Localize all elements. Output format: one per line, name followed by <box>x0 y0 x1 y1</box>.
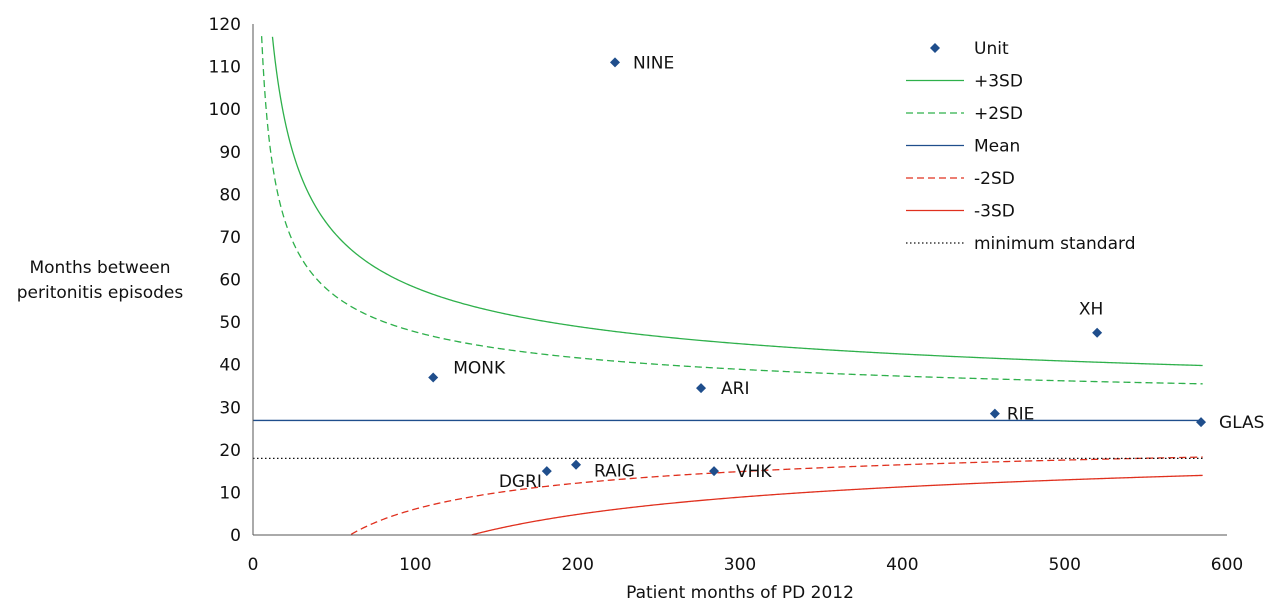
x-tick-label: 300 <box>724 555 756 575</box>
legend-minimum-standard-label: minimum standard <box>974 234 1135 254</box>
plusminus-3sd-line <box>271 36 1203 367</box>
unit-label: RAIG <box>594 462 635 482</box>
y-tick-label: 100 <box>209 100 241 120</box>
unit-point <box>571 459 582 470</box>
legend-minus-2sd-label: -2SD <box>974 169 1015 189</box>
unit-label: RIE <box>1007 405 1035 425</box>
y-tick-label: 10 <box>219 483 241 503</box>
y-tick-label: 50 <box>219 313 241 333</box>
unit-label: NINE <box>633 53 674 73</box>
minus-3sd-line <box>471 474 1203 536</box>
legend-mean-label: Mean <box>974 137 1020 157</box>
legend-plusminus-3sd-label: +3SD <box>974 72 1023 92</box>
legend-minus-3sd-label: -3SD <box>974 202 1015 222</box>
x-tick-label: 0 <box>248 555 259 575</box>
x-tick-labels: 0 100 200 300 400 500 600 <box>248 555 1244 575</box>
unit-point <box>541 466 552 477</box>
y-axis-title-line-2: peritonitis episodes <box>17 283 184 303</box>
legend-unit-label: Unit <box>974 39 1009 59</box>
x-tick-label: 100 <box>399 555 431 575</box>
unit-points: NINE MONK ARI XH RIE GLAS DGRI RAIG VHK <box>428 53 1264 492</box>
unit-point <box>696 383 707 394</box>
unit-point <box>709 466 720 477</box>
y-tick-label: 80 <box>219 185 241 205</box>
unit-point <box>1196 417 1207 428</box>
unit-label: VHK <box>736 462 772 482</box>
y-tick-label: 60 <box>219 271 241 291</box>
legend-plusminus-2sd-label: +2SD <box>974 104 1023 124</box>
minus-2sd-line <box>350 456 1203 535</box>
y-axis-title-line-1: Months between <box>29 258 170 278</box>
legend-unit-marker <box>930 43 940 53</box>
y-tick-label: 30 <box>219 398 241 418</box>
unit-point <box>610 57 621 68</box>
unit-point <box>1092 327 1103 338</box>
unit-label: DGRI <box>499 472 542 492</box>
y-tick-labels: 0 10 20 30 40 50 60 70 80 90 100 110 120 <box>209 15 241 546</box>
y-tick-label: 90 <box>219 143 241 163</box>
y-tick-label: 110 <box>209 58 241 78</box>
x-tick-label: 200 <box>561 555 593 575</box>
legend: Unit +3SD +2SD Mean -2SD -3SD minimum standard <box>906 39 1135 254</box>
x-tick-label: 600 <box>1211 555 1243 575</box>
y-tick-label: 120 <box>209 15 241 35</box>
axes <box>252 24 1227 536</box>
y-tick-label: 40 <box>219 356 241 376</box>
plusminus-2sd-line <box>260 36 1203 385</box>
unit-point <box>989 408 1000 419</box>
unit-label: MONK <box>453 358 506 378</box>
x-tick-label: 500 <box>1048 555 1080 575</box>
control-limit-lines <box>253 36 1203 536</box>
y-tick-label: 20 <box>219 441 241 461</box>
y-tick-label: 0 <box>230 526 241 546</box>
x-axis-title: Patient months of PD 2012 <box>626 583 854 603</box>
y-tick-label: 70 <box>219 228 241 248</box>
unit-label: ARI <box>721 379 749 399</box>
x-tick-label: 400 <box>886 555 918 575</box>
unit-label: XH <box>1079 300 1103 320</box>
unit-label: GLAS <box>1219 413 1264 433</box>
unit-point <box>428 372 439 383</box>
